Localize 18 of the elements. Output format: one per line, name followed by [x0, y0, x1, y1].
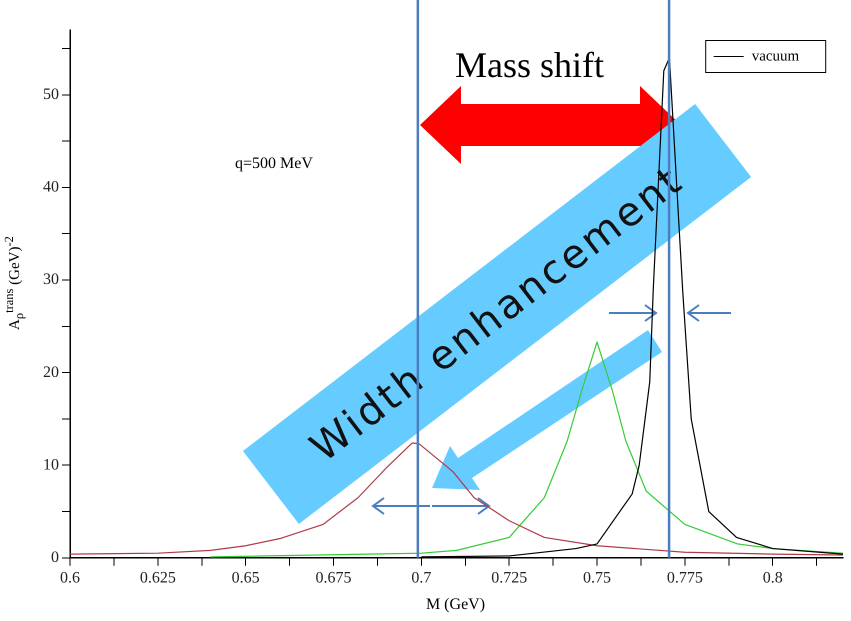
x-tick-label: 0.725 [491, 570, 528, 587]
y-tick-label: 30 [43, 271, 59, 288]
x-tick-label: 0.775 [666, 570, 703, 587]
x-tick-label: 0.75 [583, 570, 612, 587]
x-tick-label: 0.65 [232, 570, 260, 587]
x-tick-label: 0.6 [60, 570, 80, 587]
annotation: Mass shift [455, 44, 604, 86]
x-tick-label: 0.675 [316, 570, 352, 587]
x-axis-title: M (GeV) [424, 596, 486, 614]
y-tick-label: 40 [43, 178, 59, 196]
y-tick-label: 10 [43, 456, 59, 474]
y-tick-label: 50 [43, 86, 59, 104]
x-tick-label: 0.7 [411, 570, 432, 587]
legend-label: vacuum [752, 48, 800, 64]
y-tick-label: 0 [51, 549, 59, 566]
y-tick-label: 20 [43, 364, 59, 381]
x-tick-label: 0.625 [140, 570, 176, 587]
x-tick-label: 0.8 [762, 570, 783, 587]
